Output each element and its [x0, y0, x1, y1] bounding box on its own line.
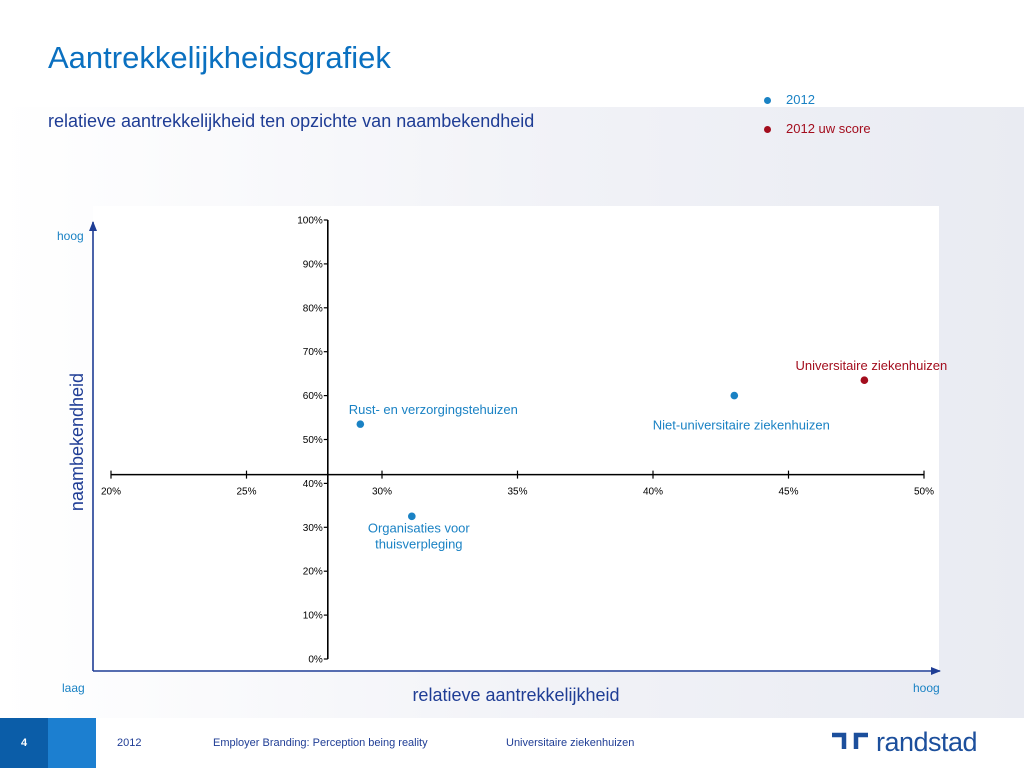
x-axis-low-label: laag: [62, 681, 85, 695]
legend-item-2012: 2012: [760, 90, 871, 119]
y-tick-label: 50%: [303, 435, 323, 446]
data-point-label: Niet-universitaire ziekenhuizen: [653, 418, 830, 433]
data-point-label: Universitaire ziekenhuizen: [796, 358, 948, 373]
x-axis-high-label: hoog: [913, 681, 940, 695]
footer-sector: Universitaire ziekenhuizen: [506, 737, 635, 749]
x-tick-label: 20%: [101, 487, 121, 498]
y-tick-label: 100%: [297, 216, 323, 227]
scatter-chart: hoog laag hoog relatieve aantrekkelijkheid n…: [57, 216, 948, 706]
plot-area: [93, 206, 939, 672]
y-tick-label: 40%: [303, 479, 323, 490]
x-tick-label: 25%: [236, 487, 256, 498]
footer-year: 2012: [117, 737, 142, 749]
x-tick-label: 30%: [372, 487, 392, 498]
y-tick-label: 80%: [303, 303, 323, 314]
data-point-label: Organisaties voor thuisverpleging: [368, 520, 471, 551]
y-tick-label: 0%: [308, 655, 323, 666]
y-tick-label: 60%: [303, 391, 323, 402]
data-point: [730, 391, 739, 400]
data-point: [408, 512, 416, 521]
footer-presentation: Employer Branding: Perception being real…: [213, 737, 428, 749]
data-point-label: Rust- en verzorgingstehuizen: [349, 402, 518, 417]
legend-dot-icon: [764, 126, 771, 133]
legend-item-2012-uw-score: 2012 uw score: [760, 119, 871, 148]
data-point: [860, 376, 869, 385]
footer-accent-block: [48, 718, 96, 768]
y-tick-label: 10%: [303, 611, 323, 622]
x-tick-label: 50%: [914, 487, 934, 498]
page-number-box: 4: [0, 718, 48, 768]
chart-legend: 2012 2012 uw score: [760, 90, 871, 148]
slide-footer: 4 2012 Employer Branding: Perception bei…: [0, 718, 1024, 768]
x-axis-title: relatieve aantrekkelijkheid: [412, 685, 619, 705]
brand-name: randstad: [876, 727, 978, 757]
randstad-logo-icon: [832, 732, 868, 749]
legend-dot-icon: [764, 97, 771, 104]
legend-label: 2012 uw score: [786, 121, 871, 136]
y-tick-label: 90%: [303, 259, 323, 270]
y-tick-label: 70%: [303, 347, 323, 358]
page-number: 4: [20, 737, 28, 749]
y-axis-high-label: hoog: [57, 229, 84, 243]
x-tick-label: 35%: [507, 487, 527, 498]
randstad-logo: randstad: [830, 726, 980, 758]
x-tick-label: 40%: [643, 487, 663, 498]
y-tick-label: 30%: [303, 523, 323, 534]
slide-title: Aantrekkelijkheidsgrafiek: [48, 40, 391, 75]
legend-label: 2012: [786, 92, 815, 107]
y-axis-title: naambekendheid: [67, 373, 87, 511]
slide-subtitle: relatieve aantrekkelijkheid ten opzichte…: [48, 111, 535, 131]
y-tick-label: 20%: [303, 567, 323, 578]
x-tick-label: 45%: [778, 487, 798, 498]
data-point: [356, 420, 365, 428]
